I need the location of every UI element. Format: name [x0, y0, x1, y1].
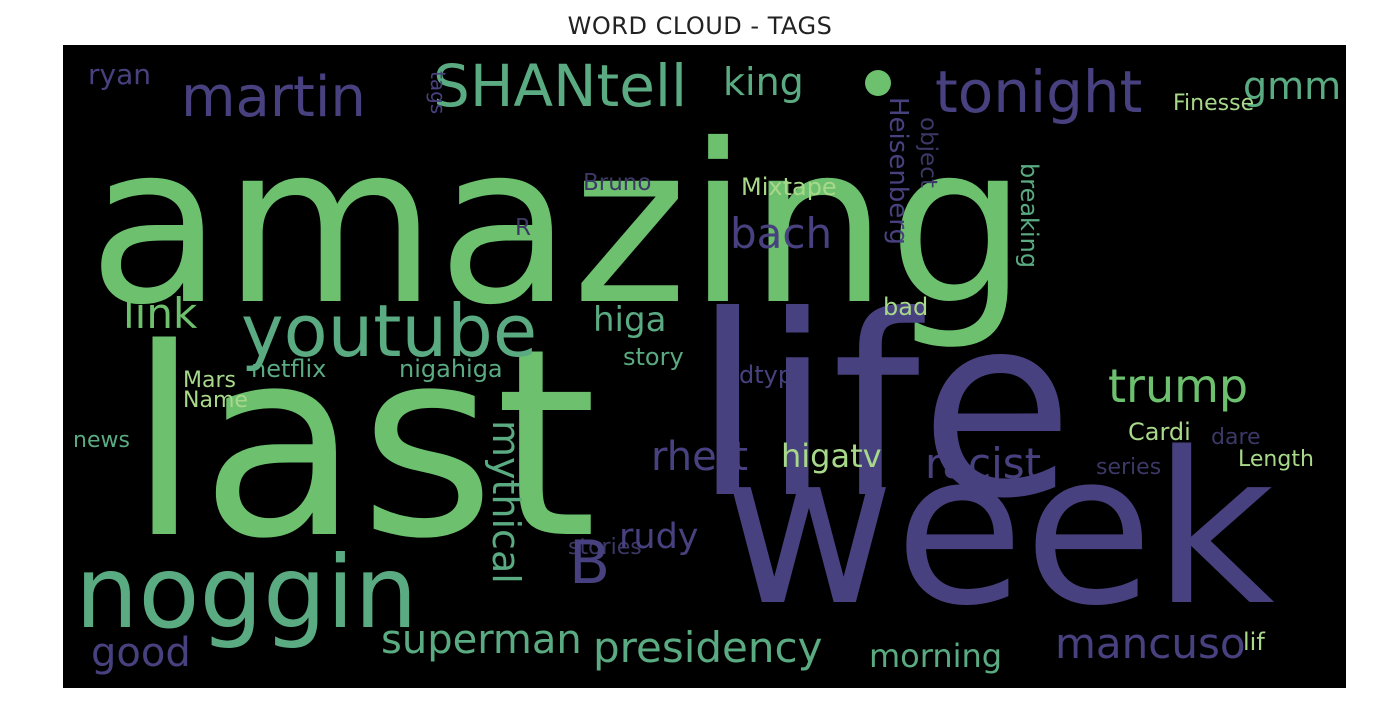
cloud-word: higatv [781, 437, 882, 475]
cloud-word: series [1096, 455, 1162, 480]
cloud-word: Finesse [1173, 91, 1255, 116]
cloud-word: last [128, 294, 597, 596]
cloud-word: trump [1108, 359, 1249, 413]
cloud-word: lif [1243, 628, 1265, 656]
cloud-word: netflix [251, 355, 327, 383]
cloud-word: Length [1238, 447, 1314, 472]
cloud-word: noggin [75, 534, 418, 651]
cloud-word: dare [1211, 425, 1261, 450]
cloud-word: morning [869, 637, 1003, 675]
cloud-word: rhett [651, 434, 749, 480]
cloud-word: B [569, 528, 611, 598]
cloud-word: dtype [739, 361, 808, 389]
cloud-word: mythical [484, 420, 528, 584]
cloud-word: amazing [88, 97, 1028, 353]
cloud-word: racist [925, 439, 1042, 488]
word-cloud: amazing life last week noggin youtube tonight m… [63, 45, 1346, 688]
cloud-word: stories [568, 535, 642, 560]
cloud-word: tags [426, 71, 450, 115]
cloud-word: SHANtell [433, 52, 688, 120]
cloud-word: Heisenberg [883, 97, 913, 246]
dot-mark [865, 70, 891, 96]
cloud-word: bach [730, 209, 833, 258]
cloud-word: breaking [1015, 163, 1043, 269]
cloud-word: ryan [88, 58, 151, 91]
cloud-word: gmm [1243, 64, 1342, 108]
cloud-word: king [723, 60, 804, 104]
cloud-word: presidency [593, 623, 823, 672]
cloud-word: object [915, 117, 941, 188]
cloud-word: mancuso [1055, 619, 1246, 668]
cloud-word: Cardi [1128, 418, 1191, 446]
cloud-word: Mars [183, 368, 236, 393]
cloud-word: youtube [241, 289, 538, 373]
cloud-word: higa [593, 300, 667, 340]
cloud-word: week [723, 407, 1275, 652]
chart-title: WORD CLOUD - TAGS [567, 12, 833, 40]
cloud-word: superman [381, 617, 582, 663]
cloud-word: rudy [619, 517, 699, 557]
cloud-word: nigahiga [399, 355, 503, 383]
cloud-word: Mixtape [741, 173, 837, 201]
cloud-word: story [623, 343, 684, 371]
cloud-word: Name [183, 388, 248, 413]
cloud-word: bad [883, 293, 929, 321]
cloud-word: news [73, 428, 130, 453]
cloud-word: R [515, 215, 531, 241]
cloud-word: life [693, 262, 1074, 553]
cloud-word: martin [181, 65, 366, 130]
cloud-word: link [123, 289, 198, 338]
cloud-word: tonight [935, 58, 1143, 126]
cloud-word: Bruno [583, 170, 652, 196]
cloud-word: good [91, 630, 191, 676]
